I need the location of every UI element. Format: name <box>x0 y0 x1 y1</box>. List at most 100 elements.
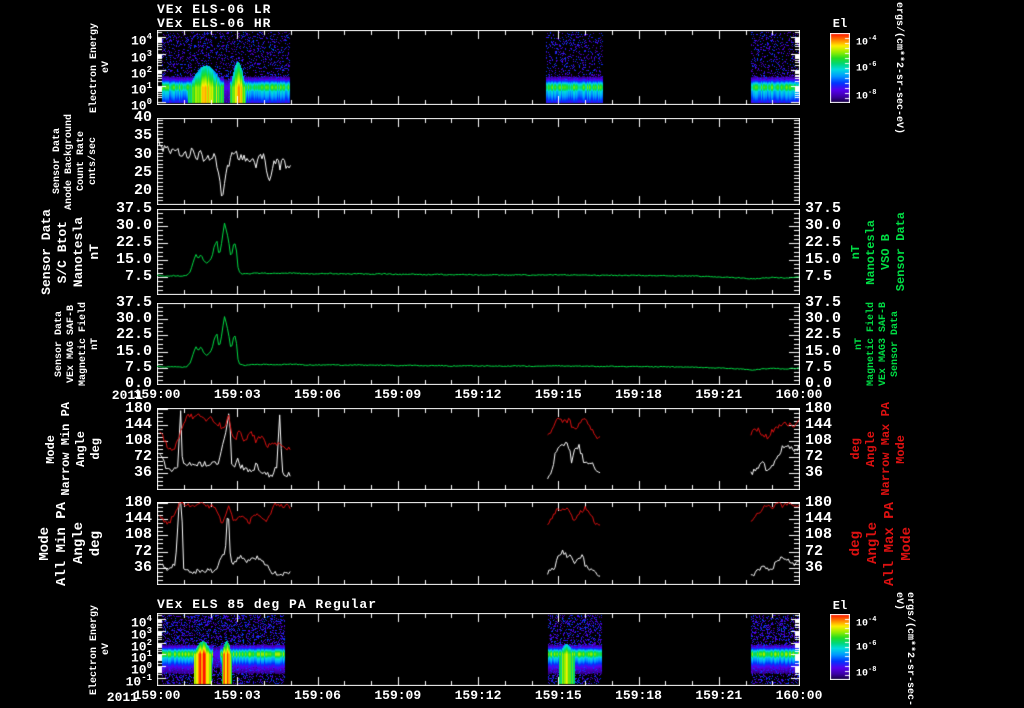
y-tick-label-right: 30.0 <box>805 217 842 234</box>
y-tick-label: 0.0 <box>124 375 152 392</box>
y-tick-label-right: 72 <box>805 542 824 560</box>
panel-narrow-pa <box>157 408 800 490</box>
y-tick-label-right: 22.5 <box>805 234 842 251</box>
x-tick-label: 160:00 <box>775 688 823 703</box>
ylabel-line: VEx MAG SAF-B <box>65 304 77 383</box>
colorbar-units-bottom: ergs/(cm**2-sr-sec-eV) <box>893 592 915 707</box>
colorbar-tick-label: 10-4 <box>856 615 877 630</box>
ylabel-line: VSO B <box>878 233 893 270</box>
panel1-title-line1: VEx ELS-06 LR <box>157 2 272 17</box>
panel2-ylabel: Sensor Data Anode Background Count Rate … <box>50 114 100 210</box>
y-tick-label-right: 30.0 <box>805 310 842 328</box>
panel4-ylabel-left: Sensor Data VEx MAG SAF-B Magnetic Field… <box>52 302 102 387</box>
ylabel-line: Sensor Data <box>38 209 54 295</box>
y-tick-label: 37.5 <box>115 294 152 311</box>
panel4-ylabel-right: Sensor Data VEx MAG3 SAF-B Magnetic Fiel… <box>852 302 902 387</box>
x-tick-label: 159:12 <box>454 688 502 703</box>
colorbar-tick-label: 10-4 <box>856 35 877 49</box>
y-tick-label: 36 <box>133 558 152 576</box>
y-tick-label-right: 7.5 <box>805 358 833 376</box>
y-tick-label-right: 0.0 <box>805 375 833 392</box>
ylabel-line: Sensor Data <box>51 128 63 195</box>
y-tick-label: 144 <box>124 510 152 528</box>
panel6-ylabel-right: Mode All Max PA Angle deg <box>848 501 915 586</box>
panel-els85-spectrogram <box>157 613 800 686</box>
y-tick-label: 20 <box>133 182 152 200</box>
y-tick-label-right: 22.5 <box>805 326 842 344</box>
y-tick-label: 144 <box>124 415 152 433</box>
panel5-ylabel-left: Mode Narrow Min PA Angle deg <box>44 402 103 496</box>
ylabel-line: Anode Background <box>63 113 75 210</box>
ylabel-line: Angle <box>863 430 878 467</box>
x-tick-label: 159:15 <box>534 387 582 402</box>
x-tick-label: 159:21 <box>695 387 743 402</box>
y-tick-label: 22.5 <box>115 326 152 344</box>
x-tick-label: 160:00 <box>775 387 823 402</box>
ylabel-line: Nanotesla <box>863 219 878 285</box>
y-tick-label-right: 37.5 <box>805 294 842 311</box>
y-tick-label-right: 180 <box>805 493 833 511</box>
y-tick-label: 36 <box>133 463 152 481</box>
y-decade-label: 104 <box>130 613 152 631</box>
colorbar-bottom <box>830 614 850 680</box>
year-label-top: 2011 <box>111 388 143 403</box>
colorbar-tick-label: 10-6 <box>856 60 877 74</box>
sc-btot-canvas <box>157 209 800 295</box>
panel-vex-mag <box>157 303 800 385</box>
vex-mag-canvas <box>157 303 800 385</box>
ylabel-line: Angle <box>864 522 881 565</box>
x-tick-label: 159:06 <box>294 387 341 402</box>
ylabel-line: Angle <box>70 522 87 565</box>
anode-count-rate-canvas <box>157 118 800 205</box>
x-tick-label: 159:00 <box>133 688 181 703</box>
x-tick-label: 159:09 <box>374 688 422 703</box>
ylabel-line: Narrow Max PA <box>878 402 893 496</box>
y-tick-label-right: 144 <box>805 415 833 433</box>
y-tick-label: 180 <box>124 493 152 511</box>
y-tick-label: 25 <box>133 163 152 181</box>
x-tick-label: 159:03 <box>213 688 261 703</box>
panel-all-pa <box>157 502 800 585</box>
ylabel-line: Count Rate <box>75 131 87 192</box>
ylabel-line: VEx MAG3 SAF-B <box>877 302 889 387</box>
y-tick-label: 40 <box>133 109 152 126</box>
colorbar-top <box>830 33 850 103</box>
y-tick-label: 22.5 <box>115 234 152 251</box>
colorbar-tick-label: 10-6 <box>856 639 877 654</box>
y-tick-label-right: 180 <box>805 399 833 417</box>
x-tick-label: 159:21 <box>695 688 743 703</box>
y-tick-label-right: 37.5 <box>805 200 842 217</box>
y-tick-label: 180 <box>124 399 152 417</box>
y-tick-label: 35 <box>133 127 152 145</box>
ylabel-line: Magnetic Field <box>77 302 89 387</box>
colorbar-tick-label: 10-8 <box>856 88 877 102</box>
all-pa-canvas <box>157 502 800 585</box>
ylabel-line: Electron Energy <box>88 604 100 695</box>
ylabel-line: Magnetic Field <box>865 302 877 387</box>
ylabel-line: All Max PA <box>881 501 898 586</box>
ylabel-line: Mode <box>898 526 915 561</box>
colorbar-units-top: ergs/(cm**2-sr-sec-eV) <box>893 2 904 135</box>
ylabel-line: S/C Btot <box>54 220 70 284</box>
x-tick-label: 159:18 <box>615 387 662 402</box>
ylabel-line: Nanotesla <box>70 216 86 288</box>
ylabel-line: Angle <box>73 430 88 467</box>
y-tick-label: 30.0 <box>115 310 152 328</box>
panel7-title: VEx ELS 85 deg PA Regular <box>157 597 378 612</box>
y-decade-label: 103 <box>130 625 152 643</box>
panel-anode-count-rate <box>157 118 800 205</box>
y-tick-label-right: 15.0 <box>805 342 842 360</box>
y-decade-label: 100 <box>130 661 152 678</box>
y-tick-label-right: 108 <box>805 526 833 544</box>
y-decade-label: 100 <box>130 97 152 114</box>
y-decade-label: 104 <box>130 32 152 49</box>
panel6-ylabel-left: Mode All Min PA Angle deg <box>37 502 104 586</box>
panel3-ylabel-left: Sensor Data S/C Btot Nanotesla nT <box>38 209 102 295</box>
y-tick-label: 15.0 <box>115 342 152 360</box>
y-decade-label: 103 <box>130 48 152 65</box>
narrow-pa-canvas <box>157 408 800 490</box>
y-tick-label-right: 36 <box>805 463 824 481</box>
ylabel-line: Narrow Min PA <box>58 402 73 496</box>
x-tick-label: 159:06 <box>294 688 341 703</box>
